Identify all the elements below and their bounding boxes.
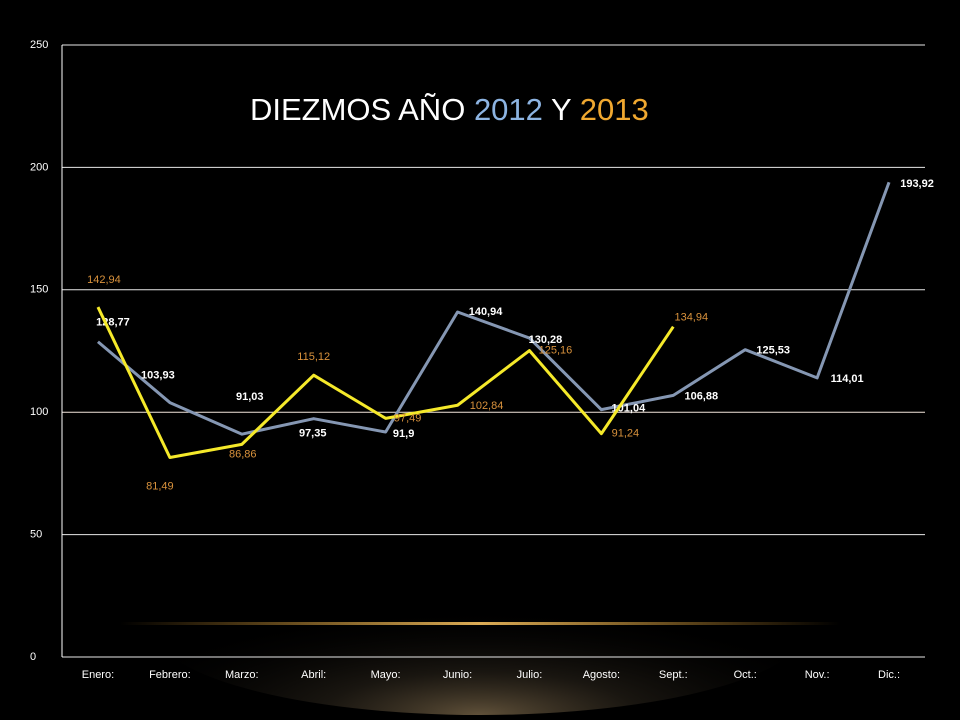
value-label: 130,28 — [529, 334, 563, 346]
value-label: 91,9 — [393, 428, 414, 440]
value-label: 97,35 — [299, 428, 327, 440]
y-tick-label: 200 — [30, 161, 48, 173]
y-tick-label: 250 — [30, 39, 48, 51]
value-label: 91,24 — [612, 428, 640, 440]
x-tick-label: Marzo: — [225, 669, 259, 681]
value-label: 102,84 — [470, 400, 504, 412]
y-tick-label: 50 — [30, 529, 42, 541]
value-label: 114,01 — [831, 373, 864, 385]
value-label: 81,49 — [146, 480, 174, 492]
value-label: 103,93 — [141, 369, 175, 381]
value-label: 115,12 — [297, 351, 330, 363]
value-label: 128,77 — [96, 317, 130, 329]
value-label: 140,94 — [469, 306, 504, 318]
x-tick-label: Mayo: — [371, 669, 401, 681]
x-tick-label: Dic.: — [878, 669, 900, 681]
title-part: Y — [551, 92, 571, 127]
value-label: 91,03 — [236, 391, 264, 403]
x-tick-label: Junio: — [443, 669, 472, 681]
value-label: 125,53 — [756, 345, 790, 357]
glow-streak — [120, 622, 840, 625]
x-tick-label: Nov.: — [805, 669, 830, 681]
value-label: 86,86 — [229, 448, 257, 460]
value-label: 125,16 — [539, 345, 573, 357]
x-tick-label: Agosto: — [583, 669, 620, 681]
x-tick-label: Julio: — [517, 669, 543, 681]
value-label: 106,88 — [684, 390, 718, 402]
value-label: 134,94 — [674, 312, 708, 324]
y-tick-label: 150 — [30, 284, 48, 296]
chart-title: DIEZMOS AÑO 2012 Y 2013 — [250, 92, 649, 127]
value-label: 97,49 — [394, 412, 422, 424]
title-part: 2013 — [580, 92, 649, 127]
series-line — [96, 181, 891, 436]
x-tick-label: Febrero: — [149, 669, 191, 681]
x-tick-label: Enero: — [82, 669, 114, 681]
x-tick-label: Sept.: — [659, 669, 688, 681]
value-label: 193,92 — [900, 178, 934, 190]
value-label: 142,94 — [87, 274, 121, 286]
x-tick-label: Abril: — [301, 669, 326, 681]
y-tick-label: 100 — [30, 406, 48, 418]
title-part: 2012 — [474, 92, 543, 127]
title-part: DIEZMOS AÑO — [250, 92, 465, 127]
x-tick-label: Oct.: — [734, 669, 757, 681]
series-line — [96, 306, 675, 460]
y-tick-label: 0 — [30, 651, 36, 663]
